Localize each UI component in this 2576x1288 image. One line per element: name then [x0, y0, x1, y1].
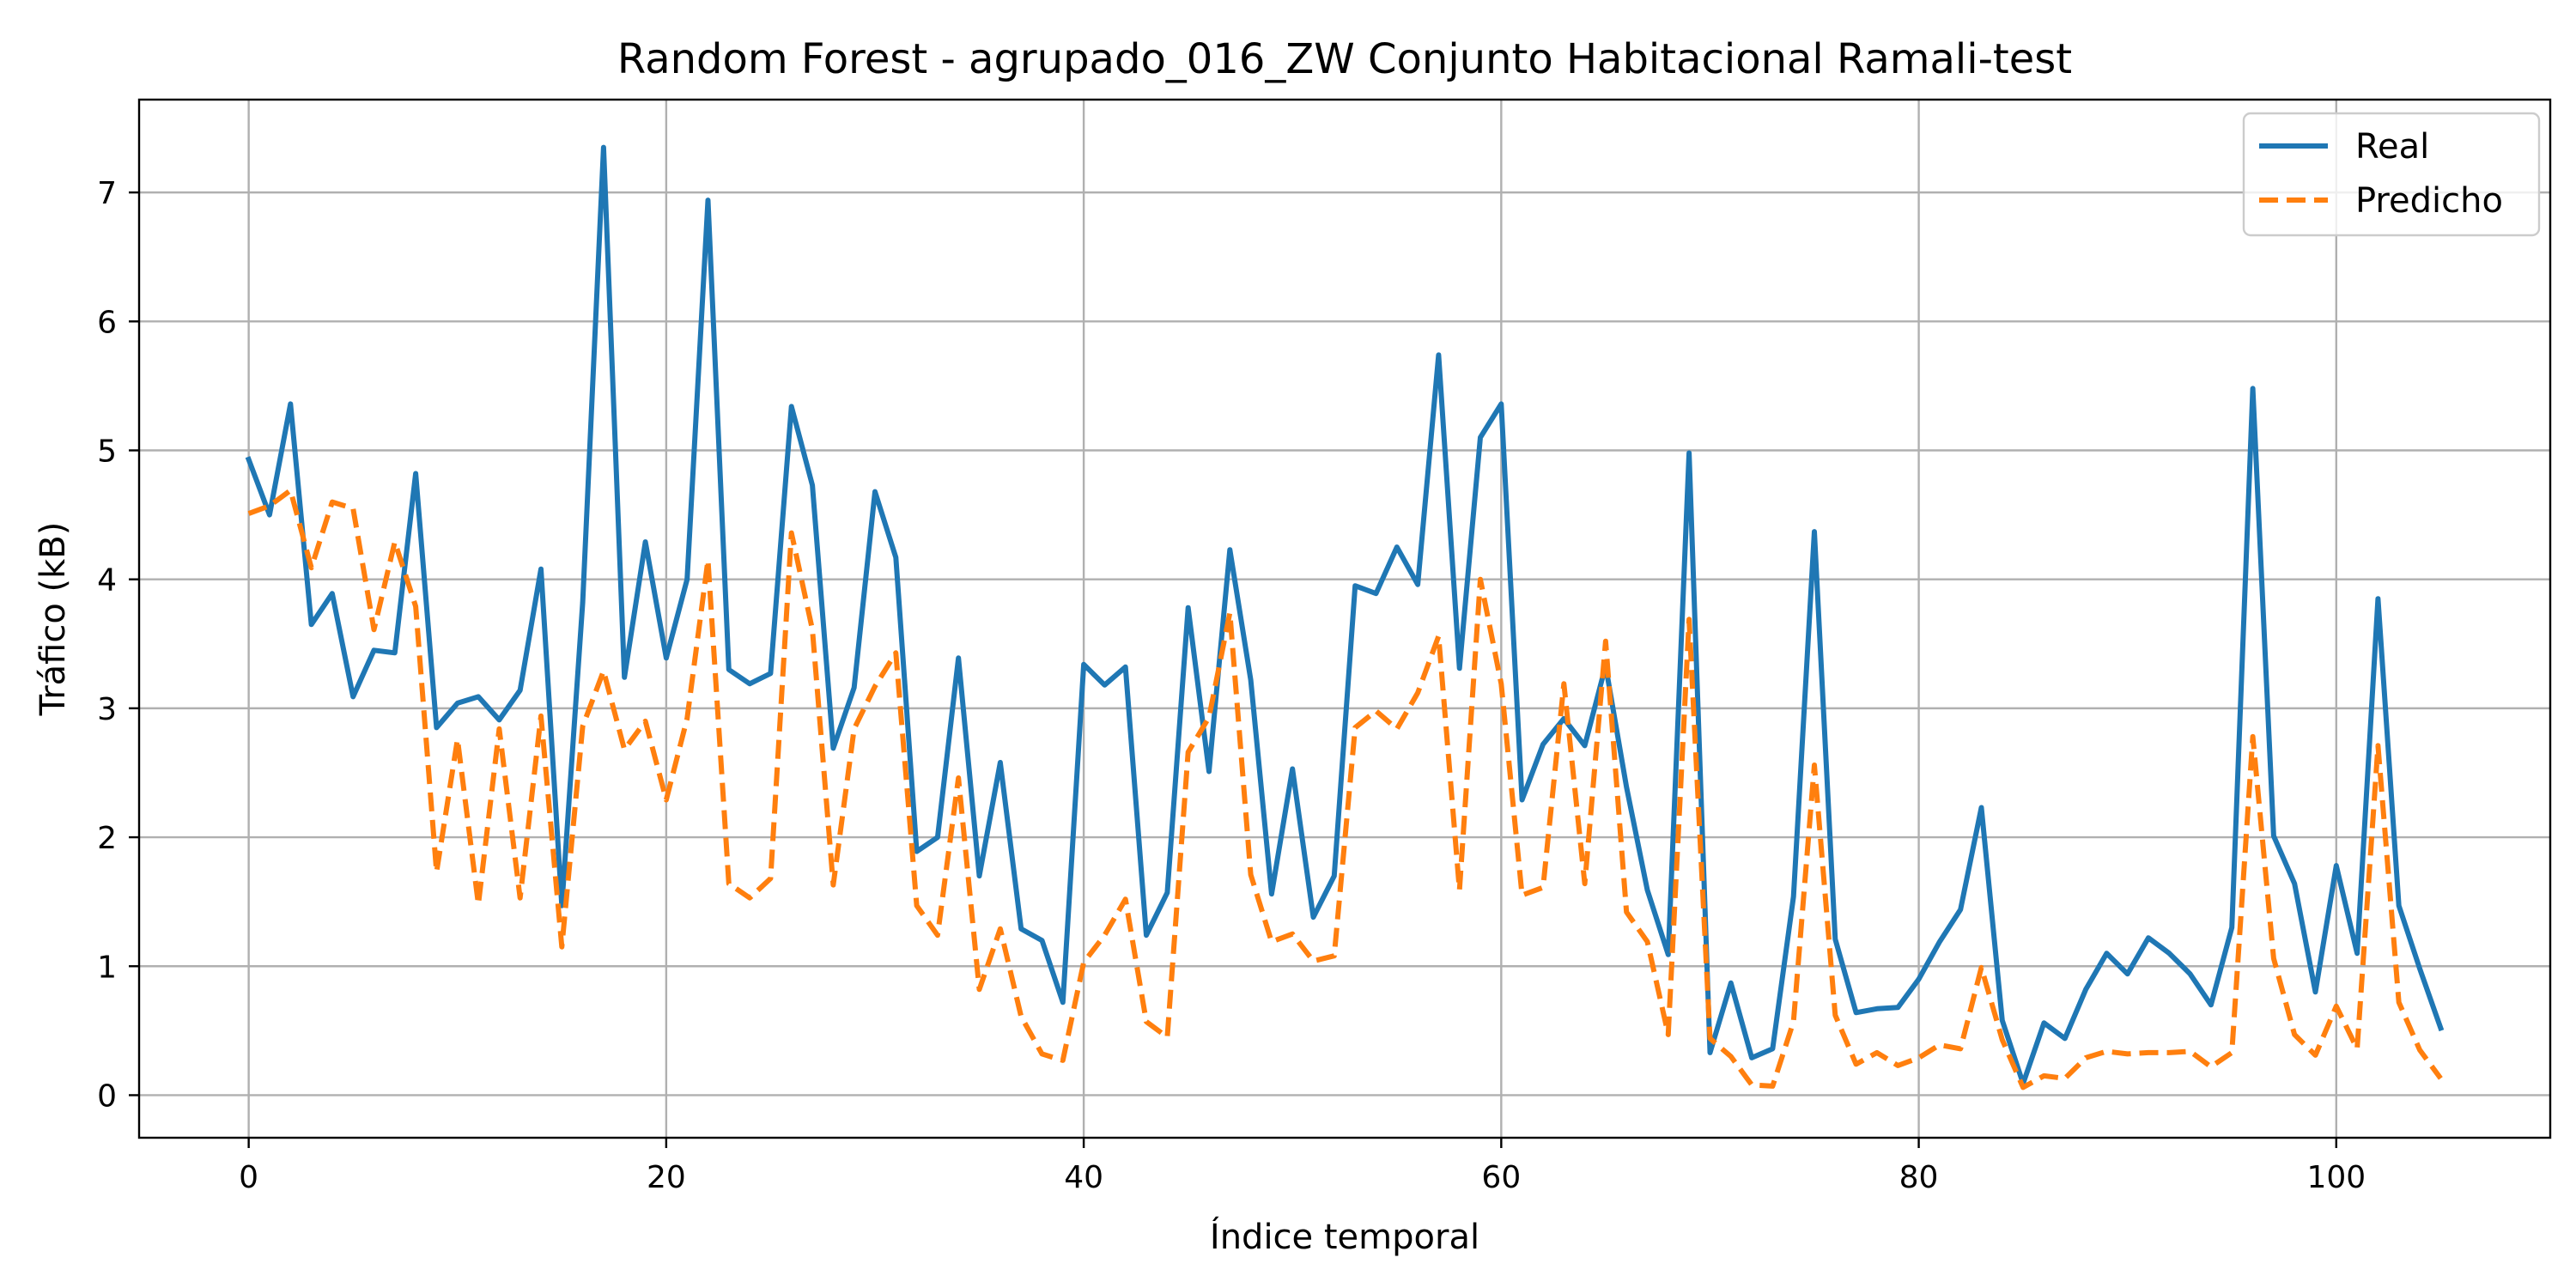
chart-title: Random Forest - agrupado_016_ZW Conjunto… — [617, 35, 2072, 83]
y-tick-label: 1 — [97, 950, 117, 985]
y-tick-label: 2 — [97, 821, 117, 856]
y-tick-label: 3 — [97, 692, 117, 727]
legend-label-predicho: Predicho — [2355, 181, 2503, 221]
x-tick-label: 20 — [647, 1160, 686, 1195]
y-tick-label: 7 — [97, 176, 117, 211]
series-line-real — [245, 144, 2445, 1086]
plot-frame — [137, 98, 2552, 1139]
x-tick-label: 80 — [1899, 1160, 1939, 1195]
y-tick-label: 4 — [97, 563, 117, 598]
x-tick-label: 0 — [239, 1160, 258, 1195]
y-tick-label: 5 — [97, 434, 117, 470]
legend-label-real: Real — [2355, 127, 2429, 167]
x-tick-label: 40 — [1064, 1160, 1103, 1195]
ticks: 0 20 40 60 80 100 0 1 2 3 4 5 6 7 — [97, 176, 2366, 1195]
y-axis-label: Tráfico (kB) — [33, 522, 73, 717]
x-tick-label: 60 — [1481, 1160, 1521, 1195]
legend: Real Predicho — [2242, 112, 2541, 237]
x-axis-label: Índice temporal — [1210, 1216, 1479, 1257]
y-tick-label: 0 — [97, 1078, 117, 1114]
y-tick-label: 6 — [97, 305, 117, 340]
x-tick-label: 100 — [2306, 1160, 2366, 1195]
series-line-predicho — [247, 488, 2443, 1091]
series-layer — [245, 144, 2445, 1091]
